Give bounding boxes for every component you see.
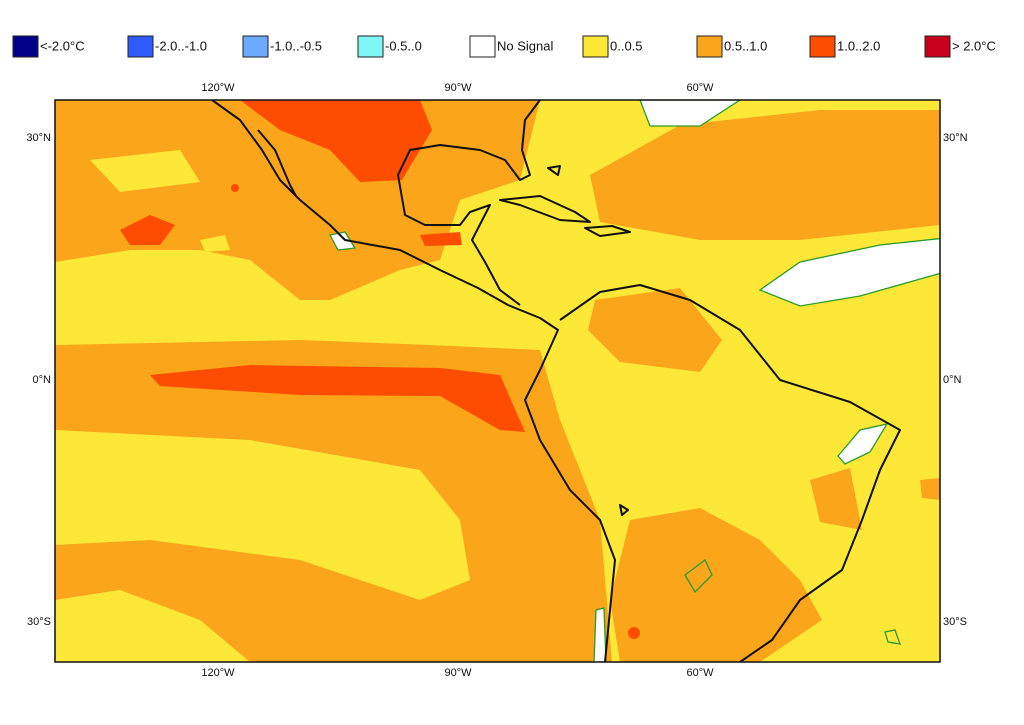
bottom-lon-label: 60°W: [686, 667, 714, 679]
legend-swatch: [809, 35, 836, 58]
legend-label: 0..0.5: [610, 38, 643, 53]
right-lat-label: 30°N: [943, 132, 968, 144]
legend-swatch: [696, 35, 723, 58]
left-lat-label: 0°N: [33, 374, 52, 386]
legend-swatch: [12, 35, 39, 58]
legend-swatch: [924, 35, 951, 58]
legend-label: No Signal: [497, 38, 553, 53]
bottom-lon-label: 90°W: [444, 667, 472, 679]
map: [54, 99, 941, 663]
map-frame: [54, 99, 941, 663]
legend-label: > 2.0°C: [952, 38, 996, 53]
axis-labels: 120°W 90°W 60°W 120°W 90°W 60°W 30°N 0°N 30°S 30°…: [26, 82, 967, 679]
top-lon-label: 60°W: [686, 82, 714, 94]
top-lon-label: 120°W: [201, 82, 235, 94]
right-lat-label: 30°S: [943, 616, 967, 628]
legend: <-2.0°C -2.0..-1.0 -1.0..-0.5 -0.5..0 No Sig…: [12, 35, 996, 58]
bottom-lon-label: 120°W: [201, 667, 235, 679]
legend-label: 0.5..1.0: [724, 38, 767, 53]
legend-label: 1.0..2.0: [837, 38, 880, 53]
left-lat-label: 30°S: [27, 616, 51, 628]
yellow-areas: [55, 150, 470, 662]
contours: [684, 558, 901, 645]
legend-swatch: [242, 35, 269, 58]
legend-label: <-2.0°C: [40, 38, 85, 53]
left-lat-label: 30°N: [26, 132, 51, 144]
legend-swatch: [469, 35, 496, 58]
coastline: [211, 100, 901, 662]
no-signal-areas: [329, 100, 940, 662]
top-lon-label: 90°W: [444, 82, 472, 94]
right-lat-label: 0°N: [943, 374, 962, 386]
legend-label: -0.5..0: [385, 38, 422, 53]
legend-swatch: [127, 35, 154, 58]
legend-label: -2.0..-1.0: [155, 38, 207, 53]
legend-swatch: [582, 35, 609, 58]
legend-label: -1.0..-0.5: [270, 38, 322, 53]
red-areas: [120, 100, 640, 639]
legend-swatch: [357, 35, 384, 58]
